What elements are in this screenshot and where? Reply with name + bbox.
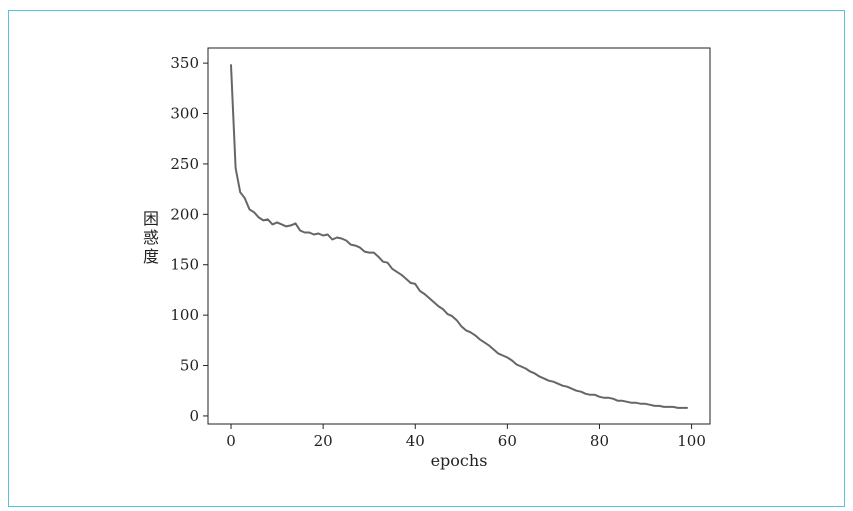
y-tick-label: 150 <box>170 256 199 274</box>
y-tick-label: 50 <box>180 357 199 375</box>
y-tick-label: 300 <box>170 105 199 123</box>
y-tick-label: 350 <box>170 54 199 72</box>
x-axis-label: epochs <box>431 451 488 470</box>
x-tick-label: 100 <box>677 432 706 450</box>
x-tick-label: 60 <box>498 432 517 450</box>
x-tick-label: 80 <box>590 432 609 450</box>
y-tick-label: 200 <box>170 205 199 223</box>
series-line-0 <box>230 64 688 409</box>
y-tick-label: 0 <box>189 407 199 425</box>
y-axis-label-char: 度 <box>143 247 159 266</box>
figure-frame <box>8 10 845 507</box>
y-tick-label: 250 <box>170 155 199 173</box>
y-axis-label-char: 困 <box>143 209 159 228</box>
y-axis-label-char: 惑 <box>143 228 159 247</box>
y-tick-label: 100 <box>170 306 199 324</box>
x-tick-label: 40 <box>406 432 425 450</box>
plot-area <box>207 47 711 425</box>
x-tick-label: 0 <box>226 432 236 450</box>
x-tick-label: 20 <box>314 432 333 450</box>
